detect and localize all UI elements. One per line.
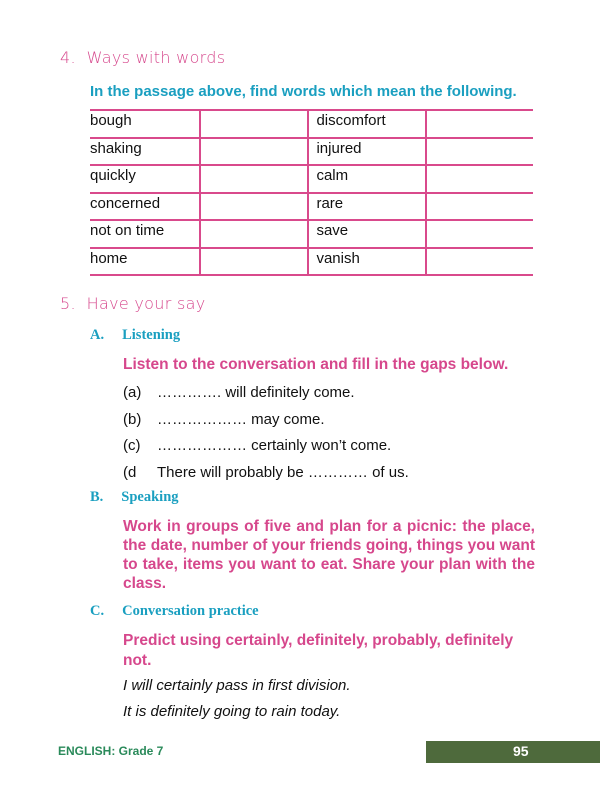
subsection-title: Listening — [122, 327, 181, 343]
answer-cell[interactable] — [424, 109, 533, 139]
gap-item: (b) ……………… may come. — [123, 411, 409, 438]
section-4-heading: 4. Ways with words — [60, 48, 225, 67]
conversation-instruction: Predict using certainly, definitely, pro… — [123, 632, 514, 669]
vocabulary-table: bough discomfort shaking injured quickly calm… — [90, 109, 533, 276]
subsection-letter: B. — [90, 489, 104, 505]
answer-cell[interactable] — [199, 246, 309, 276]
answer-cell[interactable] — [424, 191, 533, 221]
section-5-heading: 5. Have your say — [60, 294, 205, 313]
subsection-b-heading: B. Speaking — [90, 489, 179, 506]
section-4-instruction: In the passage above, find words which m… — [90, 83, 517, 100]
item-text: ……………… may come. — [157, 410, 325, 428]
word-cell: bough — [90, 109, 201, 139]
item-label: (d — [123, 463, 137, 481]
page-number: 95 — [513, 743, 529, 759]
example-sentence: I will certainly pass in first division. — [123, 677, 351, 694]
answer-cell[interactable] — [424, 246, 533, 276]
item-label: (b) — [123, 410, 142, 428]
word-cell: calm — [307, 164, 426, 194]
listening-instruction: Listen to the conversation and fill in t… — [123, 356, 509, 373]
answer-cell[interactable] — [199, 219, 309, 249]
word-cell: quickly — [90, 164, 201, 194]
item-label: (c) — [123, 437, 141, 454]
word-cell: concerned — [90, 191, 201, 221]
word-cell: home — [90, 246, 201, 276]
subsection-title: Conversation practice — [122, 603, 259, 619]
section-title: Have your say — [86, 294, 206, 313]
section-title: Ways with words — [86, 48, 226, 67]
word-cell: vanish — [307, 246, 426, 276]
gap-list: (a) …………. will definitely come. (b) ……………… … — [123, 384, 409, 490]
table-row: concerned rare — [90, 191, 533, 221]
answer-cell[interactable] — [424, 136, 533, 166]
example-sentence: It is definitely going to rain today. — [123, 703, 341, 720]
word-cell: rare — [307, 191, 426, 221]
speaking-instruction: Work in groups of five and plan for a pi… — [123, 518, 535, 592]
subsection-title: Speaking — [121, 489, 179, 505]
word-cell: shaking — [90, 136, 201, 166]
word-cell: save — [307, 219, 426, 249]
subsection-letter: C. — [90, 603, 105, 619]
item-text: …………. will definitely come. — [157, 384, 355, 401]
answer-cell[interactable] — [424, 164, 533, 194]
table-row: bough discomfort — [90, 109, 533, 139]
gap-item: (a) …………. will definitely come. — [123, 384, 409, 411]
answer-cell[interactable] — [199, 136, 309, 166]
subsection-a-heading: A. Listening — [90, 327, 180, 344]
table-row: quickly calm — [90, 164, 533, 194]
item-text: ……………… certainly won’t come. — [157, 437, 392, 454]
section-number: 5. — [60, 294, 76, 313]
answer-cell[interactable] — [199, 164, 309, 194]
table-row: home vanish — [90, 246, 533, 276]
page-number-bar: 95 — [426, 741, 600, 763]
word-cell: not on time — [90, 219, 201, 249]
subsection-letter: A. — [90, 327, 105, 343]
section-number: 4. — [60, 48, 76, 67]
gap-item: (c) ……………… certainly won’t come. — [123, 437, 409, 464]
footer-book-title: ENGLISH: Grade 7 — [58, 744, 164, 758]
word-cell: injured — [307, 136, 426, 166]
word-cell: discomfort — [307, 109, 426, 139]
answer-cell[interactable] — [199, 109, 309, 139]
table-row: shaking injured — [90, 136, 533, 166]
answer-cell[interactable] — [199, 191, 309, 221]
answer-cell[interactable] — [424, 219, 533, 249]
gap-item: (d There will probably be ………… of us. — [123, 464, 409, 491]
item-label: (a) — [123, 384, 142, 401]
item-text: There will probably be ………… of us. — [157, 463, 409, 481]
table-row: not on time save — [90, 219, 533, 249]
subsection-c-heading: C. Conversation practice — [90, 603, 259, 620]
